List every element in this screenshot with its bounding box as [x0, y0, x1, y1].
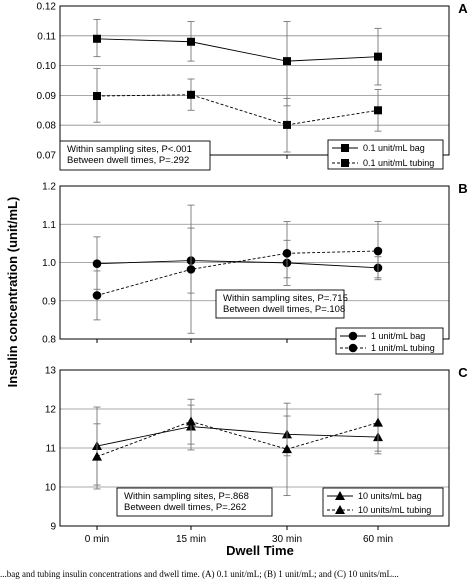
y-tick-label: 10	[45, 483, 57, 494]
legend: 1 unit/mL bag 1 unit/mL tubing	[335, 327, 444, 355]
legend-label: 10 units/mL tubing	[358, 505, 431, 515]
y-tick-label: 0.10	[37, 61, 57, 72]
legend-marker	[335, 491, 345, 500]
y-tick-label: 0.12	[37, 2, 57, 13]
legend-label: 0.1 unit/mL tubing	[363, 158, 434, 168]
data-marker	[374, 106, 382, 115]
stats-box-frame	[116, 487, 273, 517]
legend-label: 1 unit/mL tubing	[371, 343, 435, 353]
data-marker	[93, 34, 101, 43]
y-tick-label: 12	[45, 405, 57, 416]
x-tick-label: 0 min	[85, 534, 109, 545]
stats-line: Between dwell times, P=.108	[223, 304, 345, 315]
stats-box-frame	[215, 289, 345, 319]
data-marker	[187, 90, 195, 99]
plot-frame	[59, 5, 450, 156]
stats-line: Between dwell times, P=.262	[124, 502, 246, 513]
legend-label: 1 unit/mL bag	[371, 331, 425, 341]
data-marker	[373, 417, 383, 427]
data-marker	[283, 57, 291, 66]
legend-marker	[348, 331, 358, 341]
stats-line: Within sampling sites, P<.001	[67, 144, 192, 155]
series-bag	[92, 227, 383, 294]
y-tick-label: 0.07	[37, 151, 57, 162]
x-tick-label: 15 min	[176, 534, 206, 545]
data-marker	[374, 52, 382, 61]
y-tick-label: 0.09	[37, 91, 57, 102]
series-line	[96, 250, 379, 296]
data-marker	[93, 91, 101, 100]
y-tick-label: 0.8	[42, 335, 56, 346]
panel-a: 0.07 0.08 0.09 0.10 0.11 0.12 A Within sampling…	[37, 1, 468, 171]
y-tick-label: 13	[45, 366, 57, 377]
series-tubing	[93, 68, 382, 153]
legend-marker	[348, 343, 358, 353]
legend: 0.1 unit/mL bag 0.1 unit/mL tubing	[327, 139, 444, 170]
y-tick-label: 1.1	[42, 220, 56, 231]
panel-b: 0.8 0.9 1.0 1.1 1.2 B Within sampling sites, P…	[42, 181, 468, 355]
panel-letter: A	[458, 1, 468, 16]
data-marker	[373, 246, 383, 256]
series-bag	[92, 404, 383, 486]
figure-caption: ...bag and tubing insulin concentrations…	[0, 569, 399, 579]
stats-box-frame	[59, 140, 211, 171]
panel-letter: B	[458, 181, 467, 196]
y-axis-title: Insulin concentration (unit/mL)	[5, 197, 20, 388]
stats-line: Within sampling sites, P=.715	[223, 293, 348, 304]
data-marker	[92, 291, 102, 300]
legend-marker	[335, 505, 345, 514]
y-tick-label: 1.2	[42, 182, 56, 193]
data-marker	[92, 259, 102, 268]
stats-line: Between dwell times, P=.292	[67, 155, 189, 166]
series-bag	[93, 18, 382, 107]
series-line	[96, 38, 379, 62]
data-marker	[187, 37, 195, 46]
y-tick-label: 1.0	[42, 258, 56, 269]
legend: 10 units/mL bag 10 units/mL tubing	[322, 487, 444, 517]
panels-group: 0.07 0.08 0.09 0.10 0.11 0.12 A Within sampling…	[37, 1, 469, 545]
data-marker	[282, 249, 292, 258]
stats-line: Within sampling sites, P=.868	[124, 491, 249, 502]
legend-marker	[341, 159, 349, 167]
y-tick-label: 11	[46, 444, 57, 455]
series-line	[96, 421, 379, 458]
data-marker	[92, 451, 102, 461]
legend-label: 0.1 unit/mL bag	[363, 143, 425, 153]
legend-marker	[341, 144, 349, 152]
series-tubing	[92, 393, 383, 497]
x-tick-label: 60 min	[363, 534, 393, 545]
y-tick-label: 9	[50, 522, 56, 533]
series-tubing	[92, 204, 383, 334]
data-marker	[282, 444, 292, 454]
series-line	[96, 94, 379, 126]
y-tick-label: 0.9	[42, 296, 56, 307]
plot-frame	[59, 369, 450, 527]
panel-letter: C	[458, 365, 468, 380]
y-tick-label: 0.08	[37, 121, 57, 132]
series-line	[96, 426, 379, 447]
legend-label: 10 units/mL bag	[358, 491, 422, 501]
plot-frame	[59, 185, 450, 340]
panel-c: 9 10 11 12 13 0 min 15 min 30 min 60 min C Within …	[45, 365, 468, 545]
x-axis-title: Dwell Time	[226, 543, 294, 558]
y-tick-label: 0.11	[37, 31, 56, 42]
data-marker	[283, 120, 291, 129]
data-marker	[186, 265, 196, 274]
series-line	[96, 260, 379, 269]
x-tick-label: 30 min	[272, 534, 302, 545]
data-marker	[186, 416, 196, 426]
